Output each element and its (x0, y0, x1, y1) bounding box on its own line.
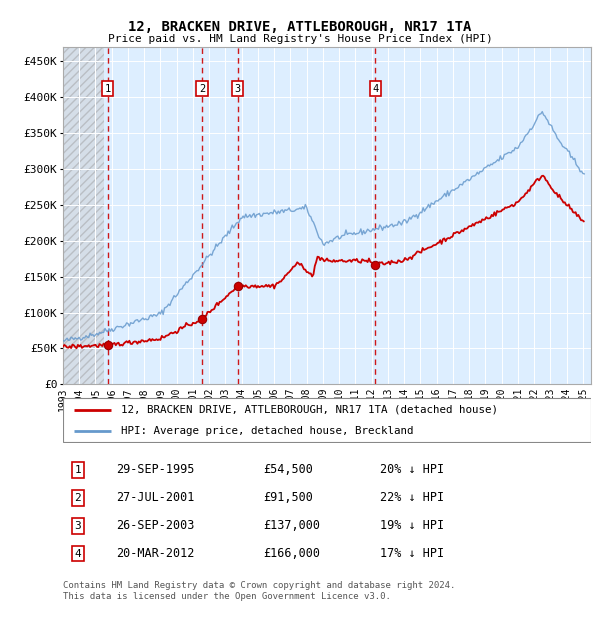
Bar (63, 46, 104, 384)
Text: 4: 4 (74, 549, 81, 559)
Text: 2: 2 (74, 493, 81, 503)
Text: Contains HM Land Registry data © Crown copyright and database right 2024.
This d: Contains HM Land Registry data © Crown c… (63, 582, 455, 601)
Text: 26-SEP-2003: 26-SEP-2003 (116, 520, 194, 532)
Text: 29-SEP-1995: 29-SEP-1995 (116, 463, 194, 476)
Text: 4: 4 (372, 84, 379, 94)
Text: £137,000: £137,000 (263, 520, 320, 532)
Text: 12, BRACKEN DRIVE, ATTLEBOROUGH, NR17 1TA (detached house): 12, BRACKEN DRIVE, ATTLEBOROUGH, NR17 1T… (121, 405, 498, 415)
Text: 17% ↓ HPI: 17% ↓ HPI (380, 547, 444, 560)
Text: £166,000: £166,000 (263, 547, 320, 560)
Text: Price paid vs. HM Land Registry's House Price Index (HPI): Price paid vs. HM Land Registry's House … (107, 34, 493, 44)
Text: 20-MAR-2012: 20-MAR-2012 (116, 547, 194, 560)
Text: 22% ↓ HPI: 22% ↓ HPI (380, 491, 444, 504)
Text: 3: 3 (74, 521, 81, 531)
FancyBboxPatch shape (63, 398, 591, 443)
Text: 12, BRACKEN DRIVE, ATTLEBOROUGH, NR17 1TA: 12, BRACKEN DRIVE, ATTLEBOROUGH, NR17 1T… (128, 20, 472, 35)
Text: 3: 3 (235, 84, 241, 94)
Text: 19% ↓ HPI: 19% ↓ HPI (380, 520, 444, 532)
Text: £54,500: £54,500 (263, 463, 314, 476)
Text: 1: 1 (74, 465, 81, 475)
Text: 20% ↓ HPI: 20% ↓ HPI (380, 463, 444, 476)
Text: 1: 1 (104, 84, 111, 94)
Text: HPI: Average price, detached house, Breckland: HPI: Average price, detached house, Brec… (121, 426, 413, 436)
Text: 2: 2 (199, 84, 205, 94)
Text: 27-JUL-2001: 27-JUL-2001 (116, 491, 194, 504)
Text: £91,500: £91,500 (263, 491, 314, 504)
